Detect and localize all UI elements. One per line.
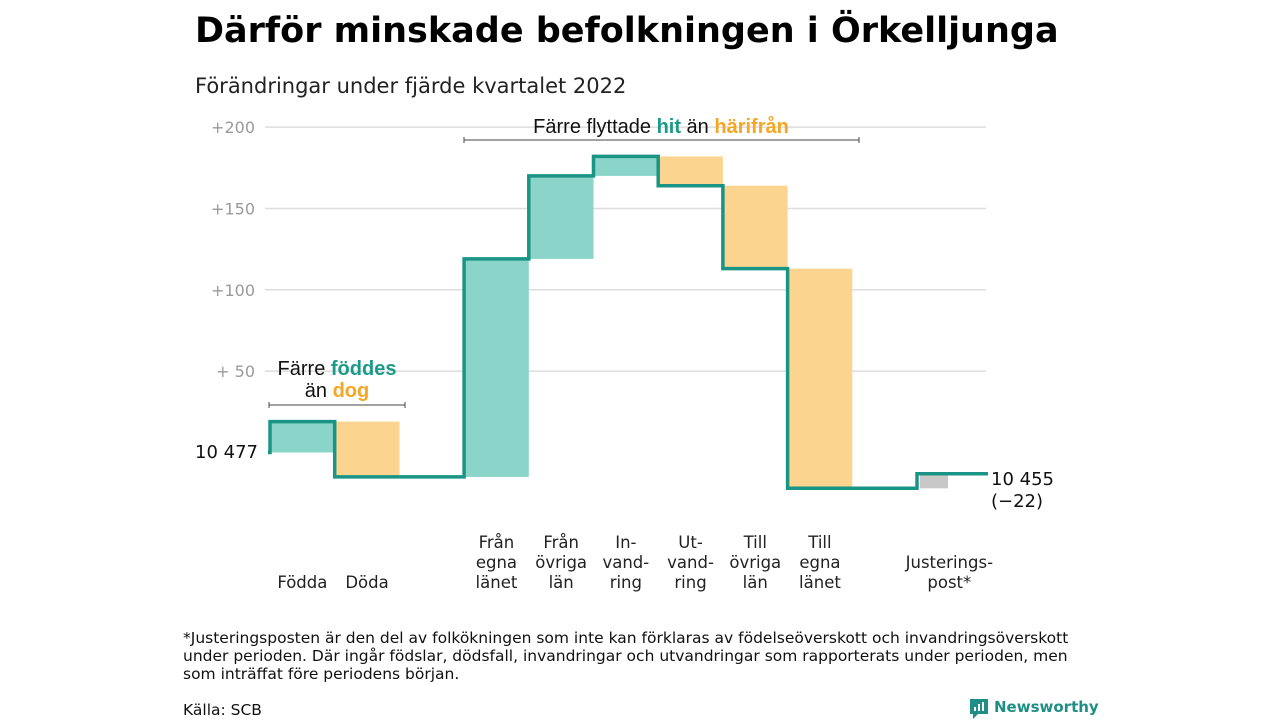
category-label: Till [743,533,767,552]
start-value-label: 10 477 [195,442,258,463]
bar-orange [787,268,853,489]
bar-orange [722,185,788,269]
svg-text:Färre flyttade hit än härifrån: Färre flyttade hit än härifrån [533,115,789,138]
y-tick-label: + 50 [216,362,255,381]
gridlines [265,126,986,372]
migration-bracket [463,137,860,143]
deaths-highlight: dog [333,380,370,402]
migration-harifran-highlight: härifrån [714,115,788,138]
births-annotation-text: Färre [278,358,331,380]
migration-annotation-text: Färre flyttade [533,116,656,138]
y-tick-label: +200 [211,118,255,137]
source-label: Källa: SCB [183,701,262,719]
births-bracket [268,402,406,408]
svg-text:än dog: än dog [305,380,369,402]
category-labels: Födda DödaFrånegnalänetFrånövrigalänIn-va… [277,533,993,592]
bar-teal [464,258,529,477]
category-label: In- [615,533,636,552]
bar-teal [593,156,659,176]
bar-orange [334,421,400,477]
migration-hit-highlight: hit [657,116,682,138]
births-highlight: föddes [331,358,397,380]
bar-orange [658,156,723,186]
category-label: ring [674,573,706,592]
bar-teal [270,421,335,453]
migration-annotation: Färre flyttade hit än härifrån [463,115,860,143]
category-label: Från [479,533,515,552]
footnote-line-1: *Justeringsposten är den del av folkökni… [183,629,1068,647]
category-label: län [743,573,768,592]
category-label: Till [807,533,831,552]
migration-annotation-mid: än [681,116,714,138]
step-bars [270,156,948,489]
newsworthy-logo: Newsworthy [970,698,1099,719]
chart-subtitle: Förändringar under fjärde kvartalet 2022 [195,74,626,98]
brand-name: Newsworthy [994,698,1099,716]
population-step-line [268,154,988,491]
category-label: egna [799,553,840,572]
category-label: Från [543,533,579,552]
category-label: Döda [345,573,388,592]
category-label: övriga [729,553,781,572]
births-annotation-text-2: än [305,380,333,402]
footnote-line-2: under perioden. Där ingår födslar, dödsf… [183,647,1068,665]
category-label: länet [476,573,518,592]
category-label: övriga [535,553,587,572]
category-label: egna [476,553,517,572]
end-value-label: 10 455 [991,469,1054,490]
category-label: vand- [602,553,649,572]
bar-gray [920,473,948,489]
y-tick-label: +100 [211,281,255,300]
category-label: länet [799,573,841,592]
chart-title: Därför minskade befolkningen i Örkelljun… [195,9,1059,51]
category-label: Födda [277,573,327,592]
end-change-label: (−22) [991,491,1043,512]
footnote-line-3: som inträffat före periodens början. [183,665,459,683]
category-label: Justerings- [905,553,993,572]
births-annotation: Färre föddes än dog [268,358,406,408]
category-label: Ut- [678,533,703,552]
category-label: ring [610,573,642,592]
category-label: vand- [667,553,714,572]
bar-teal [528,175,594,259]
y-axis-tick-labels: +200 +150 +100 + 50 [211,118,255,381]
category-label: post* [927,573,971,592]
y-tick-label: +150 [211,199,255,218]
category-label: län [549,573,574,592]
svg-text:Färre föddes: Färre föddes [278,358,397,380]
